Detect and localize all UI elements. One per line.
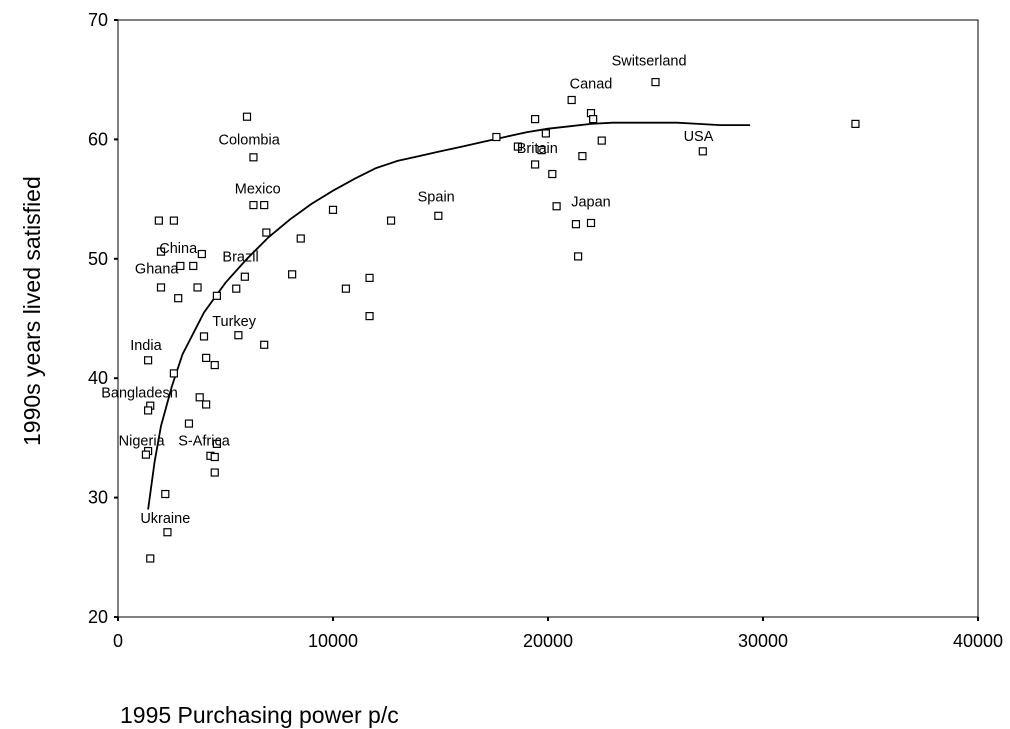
data-point bbox=[161, 489, 170, 499]
data-point bbox=[262, 228, 271, 237]
data-point bbox=[537, 146, 546, 155]
data-point bbox=[174, 294, 183, 303]
data-point bbox=[169, 216, 178, 225]
point-label: Brazil bbox=[222, 249, 258, 265]
data-point bbox=[232, 284, 241, 293]
data-point bbox=[144, 406, 153, 415]
data-point bbox=[146, 554, 155, 563]
y-tick-label: 50 bbox=[88, 249, 108, 269]
data-point bbox=[296, 234, 305, 243]
data-point bbox=[242, 112, 252, 121]
x-tick-label: 30000 bbox=[738, 631, 788, 651]
data-point bbox=[144, 356, 153, 365]
point-label: Japan bbox=[571, 194, 611, 210]
data-point bbox=[210, 468, 219, 477]
data-point bbox=[567, 95, 576, 105]
data-point bbox=[851, 119, 860, 128]
data-point bbox=[199, 332, 209, 341]
data-point bbox=[530, 160, 540, 169]
data-point bbox=[249, 153, 258, 162]
data-point bbox=[202, 353, 211, 363]
point-label: USA bbox=[684, 129, 714, 145]
data-point bbox=[434, 211, 443, 220]
x-tick-label: 20000 bbox=[523, 631, 573, 651]
data-point bbox=[698, 147, 707, 156]
x-tick-label: 40000 bbox=[953, 631, 1003, 651]
data-point bbox=[234, 331, 243, 340]
data-point bbox=[552, 202, 561, 211]
data-point bbox=[212, 439, 221, 448]
point-label: Colombia bbox=[219, 132, 281, 148]
data-point bbox=[365, 312, 374, 321]
y-tick-label: 30 bbox=[88, 488, 108, 508]
data-point bbox=[195, 393, 204, 402]
data-point bbox=[492, 132, 501, 142]
point-label: India bbox=[130, 338, 162, 354]
point-label: Switserland bbox=[612, 54, 687, 70]
data-point bbox=[589, 115, 598, 124]
data-point bbox=[210, 360, 219, 370]
data-point bbox=[328, 205, 338, 214]
point-label: Canad bbox=[570, 76, 613, 92]
data-point bbox=[212, 291, 221, 300]
data-point bbox=[530, 115, 540, 124]
x-tick-label: 0 bbox=[113, 631, 123, 651]
point-labels: Switserland Canad Colombia USA Britain Mexico… bbox=[101, 54, 714, 527]
data-point bbox=[240, 272, 249, 281]
data-point bbox=[193, 283, 202, 292]
data-point bbox=[260, 340, 269, 349]
y-tick-label: 40 bbox=[88, 368, 108, 388]
point-label: Ghana bbox=[135, 261, 179, 277]
data-point bbox=[169, 369, 178, 378]
x-tick-label: 10000 bbox=[308, 631, 358, 651]
data-point bbox=[176, 261, 185, 271]
point-label: S-Africa bbox=[178, 433, 231, 449]
data-point bbox=[156, 283, 166, 292]
point-label: Nigeria bbox=[119, 433, 166, 449]
data-point bbox=[163, 528, 172, 537]
data-point bbox=[288, 270, 297, 279]
data-point bbox=[189, 261, 198, 271]
y-axis-title: 1990s years lived satisfied bbox=[19, 176, 45, 446]
data-point bbox=[513, 142, 523, 151]
data-point bbox=[202, 400, 211, 409]
data-point bbox=[386, 216, 396, 225]
point-label: China bbox=[159, 241, 198, 257]
data-point bbox=[541, 129, 550, 138]
point-label: Britain bbox=[517, 141, 558, 157]
y-axis-ticks: 20 30 40 50 60 70 bbox=[88, 10, 118, 627]
point-label: Bangladesh bbox=[101, 386, 178, 402]
data-point bbox=[586, 218, 596, 228]
data-point bbox=[573, 252, 583, 261]
data-point bbox=[249, 200, 258, 210]
point-label: Mexico bbox=[235, 181, 281, 197]
y-tick-label: 70 bbox=[88, 10, 108, 30]
data-point bbox=[597, 136, 606, 145]
point-label: Spain bbox=[418, 190, 455, 206]
x-axis-title: 1995 Purchasing power p/c bbox=[120, 702, 399, 728]
data-point bbox=[197, 249, 206, 259]
data-point bbox=[578, 152, 587, 161]
data-points bbox=[141, 77, 860, 563]
data-point bbox=[365, 273, 374, 283]
data-point bbox=[184, 419, 194, 428]
data-point bbox=[548, 169, 557, 179]
point-label: Turkey bbox=[212, 314, 257, 330]
y-tick-label: 20 bbox=[88, 607, 108, 627]
data-point bbox=[210, 452, 219, 462]
data-point bbox=[341, 284, 350, 293]
point-label: Ukraine bbox=[140, 511, 190, 527]
data-point bbox=[651, 77, 660, 87]
data-point bbox=[571, 220, 581, 229]
trend-line bbox=[147, 121, 751, 510]
x-axis-ticks: 0 10000 20000 30000 40000 bbox=[113, 617, 1003, 651]
data-point bbox=[156, 247, 166, 256]
data-point bbox=[154, 216, 163, 225]
data-point bbox=[141, 450, 151, 459]
data-point bbox=[260, 200, 269, 210]
y-tick-label: 60 bbox=[88, 129, 108, 149]
